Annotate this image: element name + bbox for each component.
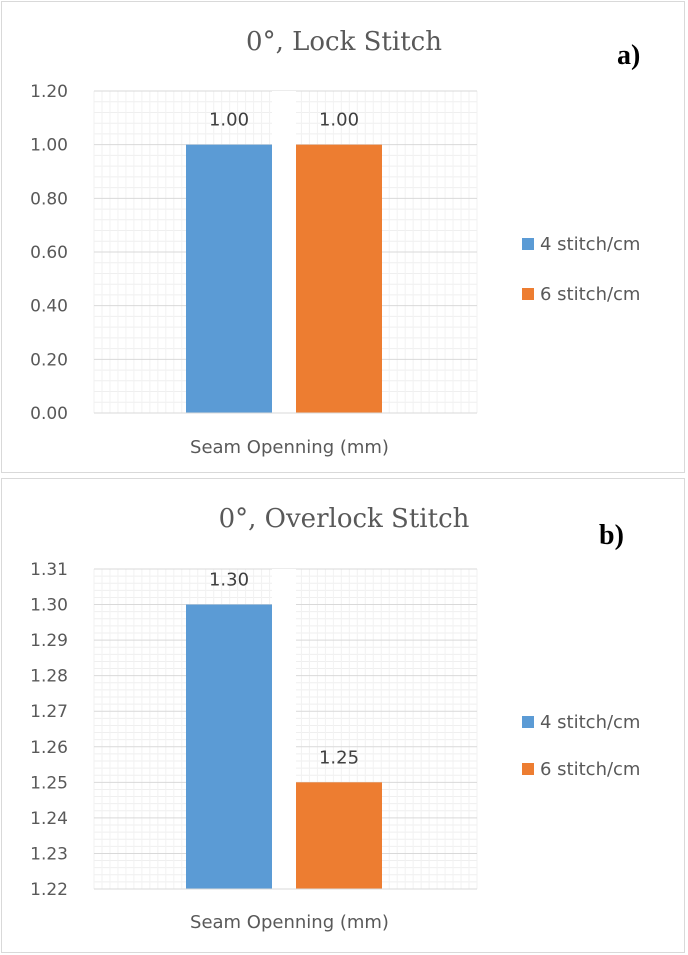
chart-b-ytick-label: 1.30 bbox=[30, 596, 68, 616]
chart-a-legend-label-1: 4 stitch/cm bbox=[540, 234, 640, 255]
chart-b-data-label-1: 1.30 bbox=[209, 570, 249, 591]
chart-b-ytick-label: 1.29 bbox=[30, 631, 68, 651]
chart-panel-a: 0°, Lock Stitch a) 0.00 0.20 0.40 0.60 0.80 1.0… bbox=[1, 1, 685, 473]
chart-b-bar-2 bbox=[296, 782, 382, 889]
chart-b-ytick-label: 1.25 bbox=[30, 773, 68, 793]
chart-b-bar-1 bbox=[186, 604, 272, 889]
chart-a-ytick-label: 0.40 bbox=[30, 297, 68, 317]
chart-a-bar-2 bbox=[296, 144, 382, 413]
chart-b-ytick-label: 1.27 bbox=[30, 702, 68, 722]
chart-b-data-label-2: 1.25 bbox=[319, 747, 359, 768]
chart-a-ytick-label: 0.60 bbox=[30, 243, 68, 263]
chart-a-title: 0°, Lock Stitch bbox=[246, 27, 442, 57]
chart-a-legend-label-2: 6 stitch/cm bbox=[540, 284, 640, 305]
chart-a-category-label: Seam Openning (mm) bbox=[190, 437, 389, 458]
chart-a-data-label-1: 1.00 bbox=[209, 110, 249, 131]
chart-a-bar-1 bbox=[186, 144, 272, 413]
chart-a-ytick-label: 0.00 bbox=[30, 404, 68, 424]
chart-b-ytick-label: 1.28 bbox=[30, 667, 68, 687]
chart-b-ytick-label: 1.31 bbox=[30, 560, 68, 580]
chart-panel-b: 0°, Overlock Stitch b) 1.22 1.23 1.24 1.25 1.2… bbox=[1, 478, 685, 953]
chart-a-ytick-label: 1.20 bbox=[30, 82, 68, 102]
chart-b-category-label: Seam Openning (mm) bbox=[190, 912, 389, 933]
chart-a-legend-swatch-1 bbox=[522, 238, 534, 250]
chart-a-legend: 4 stitch/cm 6 stitch/cm bbox=[522, 234, 640, 305]
chart-b-bar-gap bbox=[272, 569, 296, 889]
chart-a-legend-swatch-2 bbox=[522, 288, 534, 300]
chart-a-ytick-label: 1.00 bbox=[30, 136, 68, 156]
chart-b-title: 0°, Overlock Stitch bbox=[219, 504, 470, 534]
chart-b-ytick-label: 1.26 bbox=[30, 738, 68, 758]
chart-b-ytick-label: 1.23 bbox=[30, 844, 68, 864]
chart-a-bar-gap bbox=[272, 91, 296, 413]
chart-b-legend-label-1: 4 stitch/cm bbox=[540, 712, 640, 733]
chart-b-legend-swatch-2 bbox=[522, 763, 534, 775]
chart-b-ytick-label: 1.24 bbox=[30, 809, 68, 829]
chart-b-legend: 4 stitch/cm 6 stitch/cm bbox=[522, 712, 640, 780]
chart-b-svg: 0°, Overlock Stitch b) 1.22 1.23 1.24 1.25 1.2… bbox=[30, 504, 640, 933]
chart-b-legend-label-2: 6 stitch/cm bbox=[540, 759, 640, 780]
chart-a-data-label-2: 1.00 bbox=[319, 110, 359, 131]
chart-a-ytick-label: 0.80 bbox=[30, 189, 68, 209]
chart-b-legend-swatch-1 bbox=[522, 716, 534, 728]
chart-a-ytick-label: 0.20 bbox=[30, 350, 68, 370]
chart-a-svg: 0°, Lock Stitch a) 0.00 0.20 0.40 0.60 0.80 1.0… bbox=[30, 27, 640, 458]
chart-a-panel-label: a) bbox=[617, 40, 640, 71]
chart-b-panel-label: b) bbox=[599, 520, 624, 551]
chart-b-ytick-label: 1.22 bbox=[30, 880, 68, 900]
